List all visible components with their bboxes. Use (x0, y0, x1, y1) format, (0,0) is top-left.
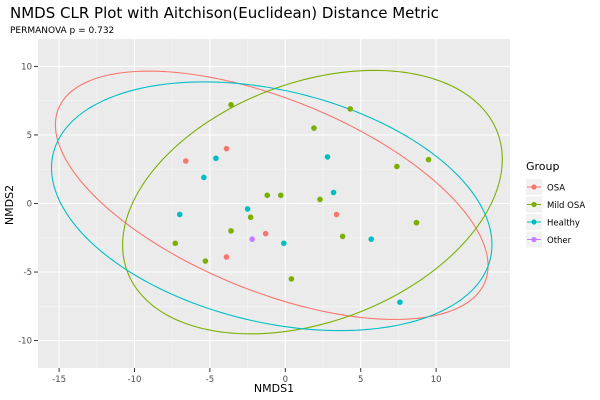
healthy-point (201, 174, 207, 181)
axis-layer: -15 -10 -5 0 5 10 -10 -5 0 5 10 (18, 62, 441, 385)
y-tick-label: -5 (24, 268, 32, 278)
x-tick-label: 5 (358, 375, 363, 385)
legend-key-point (531, 201, 537, 208)
other-point (249, 236, 255, 242)
healthy-point (324, 154, 331, 160)
mild-osa-point (413, 219, 420, 226)
legend-key-point (531, 184, 537, 190)
legend-key-point (531, 236, 537, 243)
mild-osa-point (202, 258, 209, 264)
mild-osa-point (339, 233, 346, 240)
osa-point (262, 230, 269, 237)
x-tick-label: 0 (283, 375, 288, 385)
legend-item-mild-osa: Mild OSA (526, 196, 585, 213)
x-axis-title: NMDS1 (254, 382, 294, 395)
y-tick-label: 10 (21, 62, 32, 72)
legend-label: OSA (547, 184, 565, 194)
healthy-point (176, 211, 183, 218)
healthy-point (397, 299, 403, 306)
x-tick-label: -5 (206, 375, 214, 385)
osa-point (223, 145, 230, 152)
y-tick-label: -10 (18, 337, 32, 347)
x-tick-label: -10 (128, 375, 142, 385)
osa-ellipse (54, 70, 489, 320)
legend-item-other: Other (526, 231, 572, 248)
healthy-point (330, 189, 337, 196)
x-tick-label: 10 (431, 375, 442, 385)
mild-osa-point (264, 192, 271, 199)
y-tick-label: 0 (27, 200, 32, 210)
legend: Group OSA Mild OSA Healthy Other (526, 160, 585, 248)
grid-layer (38, 39, 510, 368)
mild-osa-point (317, 196, 323, 203)
mild-osa-ellipse (122, 69, 503, 335)
legend-item-osa: OSA (526, 179, 565, 195)
point-layer (172, 102, 432, 306)
mild-osa-point (425, 156, 432, 163)
healthy-point (281, 240, 287, 247)
osa-point (182, 158, 189, 164)
mild-osa-point (228, 102, 234, 108)
mild-osa-point (288, 276, 295, 282)
osa-point (223, 254, 230, 260)
healthy-point (244, 206, 251, 212)
mild-osa-point (228, 228, 234, 234)
mild-osa-point (172, 240, 179, 247)
legend-key-point (531, 219, 537, 225)
legend-label: Other (547, 236, 572, 246)
healthy-ellipse (50, 81, 493, 332)
mild-osa-point (394, 163, 400, 170)
legend-item-healthy: Healthy (526, 214, 580, 230)
chart-subtitle: PERMANOVA p = 0.732 (10, 26, 114, 36)
y-tick-label: 5 (27, 131, 32, 141)
legend-label: Mild OSA (547, 201, 585, 211)
healthy-point (368, 236, 375, 242)
x-tick-label: -15 (52, 375, 66, 385)
legend-label: Healthy (547, 219, 580, 229)
mild-osa-point (247, 214, 254, 221)
chart-title: NMDS CLR Plot with Aitchison(Euclidean) … (10, 4, 439, 22)
mild-osa-point (347, 106, 353, 112)
y-axis-title: NMDS2 (3, 185, 16, 225)
osa-point (333, 211, 340, 218)
legend-title: Group (526, 160, 560, 173)
healthy-point (213, 155, 219, 162)
mild-osa-point (311, 125, 317, 131)
legend-items: OSA Mild OSA Healthy Other (526, 179, 585, 248)
ellipse-layer (50, 69, 503, 335)
mild-osa-point (277, 192, 284, 199)
